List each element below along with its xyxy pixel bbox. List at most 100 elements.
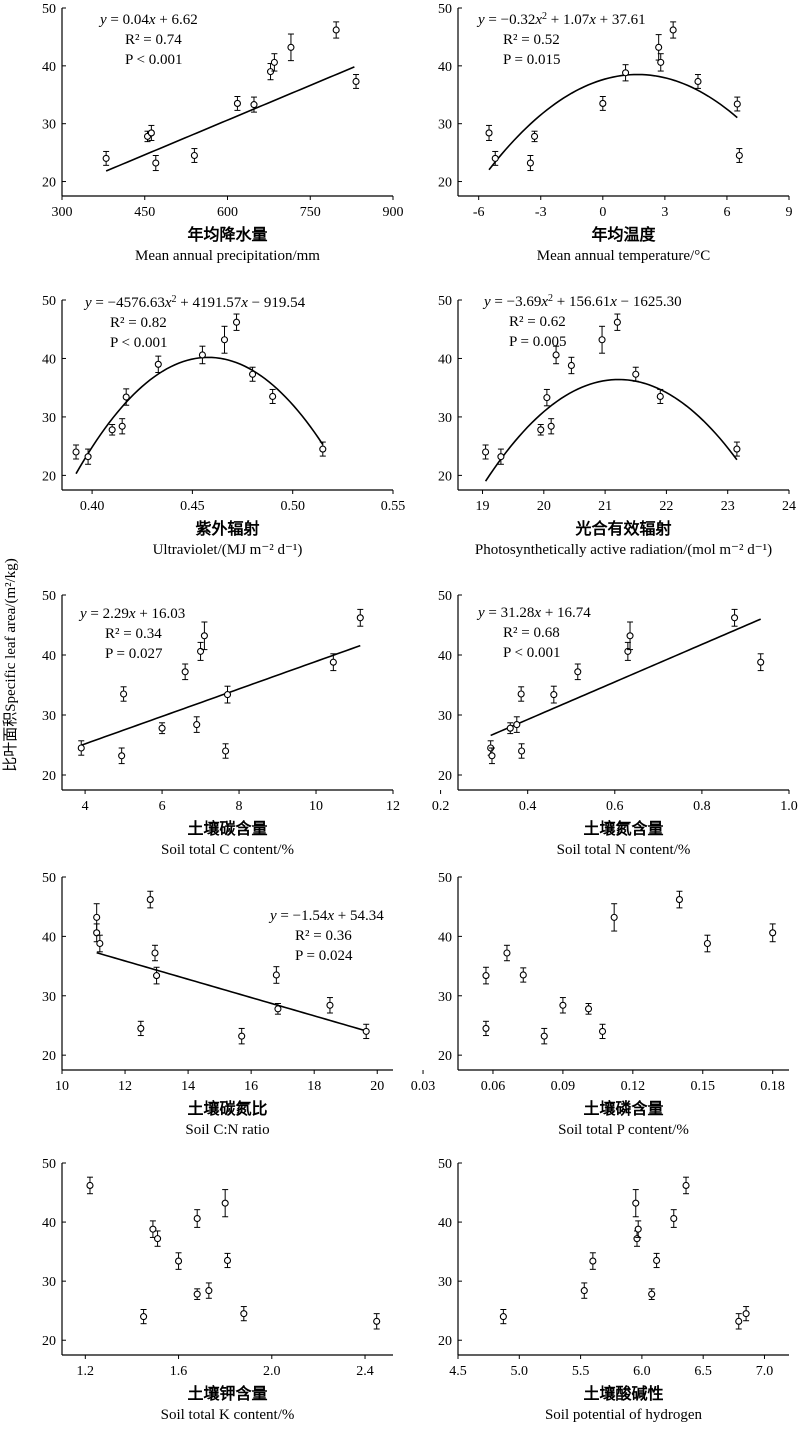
data-point — [181, 668, 189, 676]
data-point — [154, 360, 162, 368]
panel-10: 20 30 40 50 4.5 5.0 5.5 6.0 6.5 7.0 土壤酸碱性 Soil pote… — [438, 1157, 789, 1423]
data-point — [77, 744, 85, 752]
data-point — [269, 392, 277, 401]
data-point — [519, 971, 527, 979]
data-point — [137, 1024, 145, 1032]
data-point — [703, 939, 711, 948]
data-point — [158, 724, 166, 732]
panel-9: 20 30 40 50 1.2 1.6 2.0 2.4 土壤钾含量 Soil total K co… — [42, 1157, 393, 1423]
x-tick-label: 20 — [537, 499, 551, 514]
x-tick-label: 10 — [309, 799, 323, 814]
x-tick-label: 600 — [217, 205, 238, 220]
data-point — [118, 752, 126, 760]
y-tick-label: 20 — [438, 1049, 452, 1064]
x-tick-label: 0.40 — [80, 499, 105, 514]
data-point — [530, 132, 539, 140]
p-value: P = 0.015 — [503, 52, 561, 68]
x-tick-label: 0.03 — [411, 1079, 436, 1094]
x-axis-label-en: Ultraviolet/(MJ m⁻² d⁻¹) — [153, 542, 303, 558]
data-point — [482, 1024, 490, 1032]
r-squared: R² = 0.74 — [125, 32, 182, 48]
y-tick-label: 40 — [438, 352, 452, 367]
y-tick-label: 20 — [438, 769, 452, 784]
data-point — [769, 929, 777, 937]
x-tick-label: 5.0 — [511, 1364, 529, 1379]
data-point — [653, 1256, 661, 1265]
p-value: P < 0.001 — [503, 645, 561, 661]
data-point — [154, 1235, 162, 1243]
data-point — [287, 43, 295, 51]
r-squared: R² = 0.36 — [295, 928, 352, 944]
data-point — [584, 1005, 593, 1013]
data-point — [174, 1257, 183, 1265]
data-point — [499, 1313, 507, 1321]
data-point — [567, 361, 575, 370]
y-tick-label: 40 — [42, 649, 56, 664]
data-point — [332, 26, 340, 34]
fit-equation: y = 2.29x + 16.03 — [78, 606, 185, 622]
data-point — [193, 1290, 201, 1298]
data-point — [589, 1257, 597, 1265]
x-tick-label: 750 — [300, 205, 321, 220]
x-tick-label: 5.5 — [572, 1364, 590, 1379]
x-tick-label: 0.06 — [481, 1079, 506, 1094]
x-tick-label: 0.45 — [180, 499, 205, 514]
data-point — [517, 690, 525, 698]
panel-6: 20 30 40 50 0.2 0.4 0.6 0.8 1.0 土壤氮含量 Soil total N… — [432, 589, 798, 858]
x-axis-label-en: Soil total K content/% — [161, 1407, 295, 1423]
x-tick-label: 10 — [55, 1079, 69, 1094]
panel-3: 20 30 40 50 0.40 0.45 0.50 0.55 紫外辐射 Ultraviolet/… — [42, 294, 405, 559]
y-tick-label: 50 — [438, 871, 452, 886]
x-tick-label: -6 — [473, 205, 485, 220]
y-tick-label: 30 — [438, 411, 452, 426]
y-tick-label: 30 — [42, 709, 56, 724]
data-point — [598, 1027, 607, 1035]
p-value: P < 0.001 — [110, 335, 168, 351]
data-point — [146, 896, 154, 904]
data-point — [270, 58, 278, 66]
data-point — [675, 896, 683, 904]
x-tick-label: 4.5 — [449, 1364, 467, 1379]
y-tick-label: 50 — [438, 1157, 452, 1172]
x-tick-label: 0.2 — [432, 799, 450, 814]
x-tick-label: 0.4 — [519, 799, 537, 814]
data-point — [108, 426, 116, 434]
y-tick-label: 50 — [438, 294, 452, 309]
x-tick-label: 23 — [721, 499, 735, 514]
data-point — [373, 1317, 381, 1325]
shared-y-axis-label: 比叶面积Specific leaf area/(m²/kg) — [2, 558, 19, 772]
data-point — [222, 747, 230, 755]
x-tick-label: 1.6 — [170, 1364, 188, 1379]
fit-equation: y = −3.69x2 + 156.61x − 1625.30 — [482, 293, 682, 311]
data-point — [632, 370, 640, 378]
data-point — [733, 445, 741, 453]
data-point — [151, 949, 159, 957]
data-point — [526, 159, 534, 167]
data-point — [274, 1005, 282, 1013]
data-point — [250, 101, 258, 109]
p-value: P < 0.001 — [125, 52, 183, 68]
data-point — [669, 26, 677, 34]
data-point — [491, 154, 499, 162]
x-tick-label: 0.50 — [280, 499, 305, 514]
data-point — [120, 690, 128, 698]
y-tick-label: 20 — [438, 1334, 452, 1349]
data-point — [152, 159, 160, 167]
x-tick-label: 20 — [370, 1079, 384, 1094]
data-point — [735, 151, 743, 160]
data-point — [633, 1235, 641, 1243]
x-axis-label-zh: 土壤钾含量 — [187, 1384, 267, 1403]
data-point — [147, 129, 155, 137]
data-point — [657, 58, 665, 66]
data-point — [190, 151, 198, 160]
x-tick-label: 1.0 — [780, 799, 798, 814]
x-axis-label-en: Soil total N content/% — [557, 842, 691, 858]
p-value: P = 0.024 — [295, 948, 353, 964]
x-axis-label-en: Soil total P content/% — [558, 1122, 689, 1138]
data-point — [329, 658, 337, 666]
panel-1: 20 30 40 50 300 450 600 750 900 年均降水量 Mean annual … — [42, 2, 404, 264]
x-tick-label: 1.2 — [77, 1364, 95, 1379]
y-tick-label: 30 — [42, 990, 56, 1005]
x-tick-label: 6.5 — [694, 1364, 712, 1379]
y-tick-label: 50 — [438, 589, 452, 604]
